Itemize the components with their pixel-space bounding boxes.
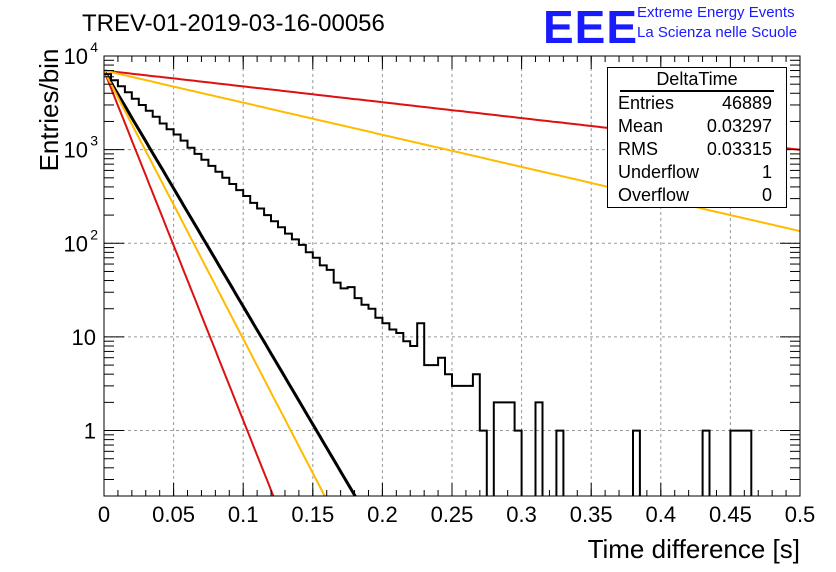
stats-row: Mean 0.03297 (608, 115, 786, 138)
stats-box: DeltaTime Entries 46889 Mean 0.03297 RMS… (607, 67, 787, 208)
y-tick-exponent: 2 (90, 226, 98, 242)
x-tick-label: 0.05 (152, 502, 195, 527)
x-tick-label: 0.15 (291, 502, 334, 527)
stats-value: 46889 (721, 93, 772, 113)
fit-curve-0 (104, 69, 357, 496)
y-tick-label: 1 (84, 419, 96, 444)
stats-row: Entries 46889 (608, 92, 786, 115)
stats-label: RMS (618, 139, 658, 159)
fit-curves (104, 69, 800, 496)
histogram (104, 73, 753, 496)
fit-curve-4 (104, 70, 326, 496)
x-tick-label: 0.3 (506, 502, 537, 527)
stats-value: 0.03315 (706, 139, 772, 159)
x-tick-label: 0.25 (431, 502, 474, 527)
x-tick-label: 0.5 (785, 502, 816, 527)
stats-label: Overflow (618, 185, 690, 205)
x-tick-label: 0.45 (709, 502, 752, 527)
x-tick-label: 0.35 (570, 502, 613, 527)
eee-logo: EEE (543, 1, 639, 53)
y-tick-label: 10 (64, 231, 88, 256)
x-tick-label: 0.2 (367, 502, 398, 527)
logo-line-1: Extreme Energy Events (637, 4, 795, 21)
x-tick-label: 0.4 (646, 502, 677, 527)
x-tick-label: 0.1 (228, 502, 259, 527)
stats-label: Mean (618, 116, 664, 136)
stats-value: 1 (761, 162, 772, 182)
y-tick-label: 10 (72, 325, 96, 350)
y-tick-label: 10 (64, 138, 88, 163)
x-axis-label: Time difference [s] (587, 534, 800, 564)
stats-row: Overflow 0 (608, 184, 786, 207)
x-tick-label: 0 (98, 502, 110, 527)
y-axis-label: Entries/bin (34, 48, 64, 172)
axis-ticks (103, 55, 801, 497)
x-tick-labels: 0 0.05 0.1 0.15 0.2 0.25 0.3 0.35 0.4 0.45 0.5 (98, 502, 815, 527)
stats-row: RMS 0.03315 (608, 138, 786, 161)
y-tick-exponent: 4 (90, 39, 98, 55)
y-tick-label: 10 (64, 44, 88, 69)
stats-value: 0.03297 (706, 116, 772, 136)
stats-label: Entries (618, 93, 675, 113)
logo-line-2: La Scienza nelle Scuole (637, 24, 798, 41)
stats-value: 0 (761, 185, 772, 205)
chart-title: TREV-01-2019-03-16-00056 (82, 10, 385, 37)
stats-label: Underflow (618, 162, 700, 182)
stats-title: DeltaTime (620, 68, 774, 92)
fit-curve-3 (104, 70, 275, 496)
y-tick-exponent: 3 (90, 133, 98, 149)
stats-row: Underflow 1 (608, 161, 786, 184)
histogram-steps (104, 73, 753, 496)
